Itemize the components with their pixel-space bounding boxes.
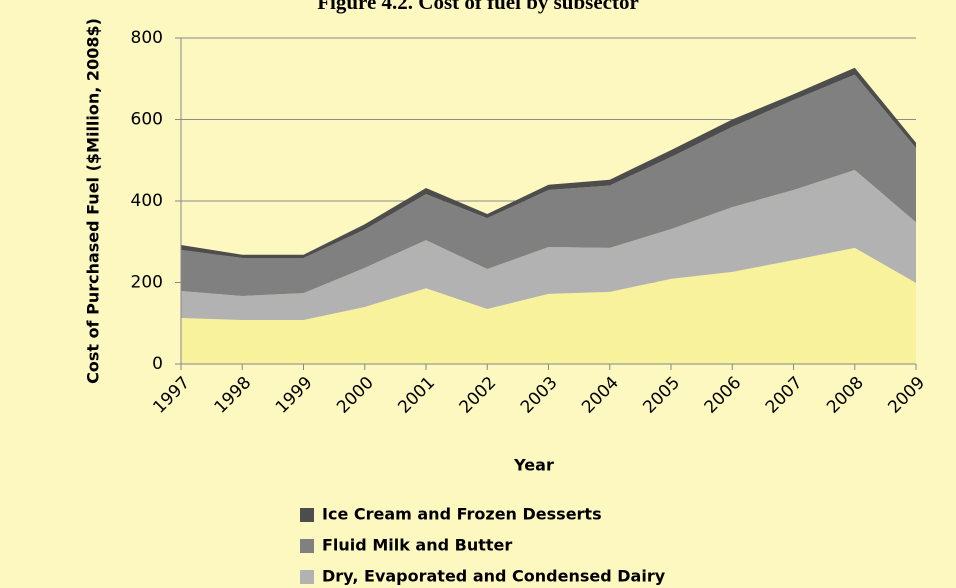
x-tick-label: 2005 <box>639 373 684 418</box>
y-tick-label: 0 <box>152 354 163 374</box>
x-tick-label: 2004 <box>578 373 623 418</box>
chart-title: Figure 4.2. Cost of fuel by subsector <box>317 0 639 14</box>
legend-label: Ice Cream and Frozen Desserts <box>322 505 602 524</box>
x-tick-label: 2009 <box>884 373 929 418</box>
legend-label: Dry, Evaporated and Condensed Dairy <box>322 567 666 586</box>
x-tick-label: 1998 <box>211 373 256 418</box>
y-tick-label: 400 <box>131 191 163 211</box>
area <box>181 74 916 296</box>
legend-label: Fluid Milk and Butter <box>322 536 512 555</box>
y-tick-label: 800 <box>131 28 163 48</box>
x-tick-label: 2003 <box>517 373 562 418</box>
legend-swatch <box>300 508 314 522</box>
area <box>181 170 916 320</box>
x-tick-label: 2008 <box>823 373 868 418</box>
x-tick-label: 1997 <box>149 373 194 418</box>
x-tick-label: 2006 <box>701 373 746 418</box>
x-tick-label: 2000 <box>333 373 378 418</box>
legend-swatch <box>300 570 314 584</box>
y-axis-label: Cost of Purchased Fuel ($Million, 2008$) <box>84 18 103 384</box>
x-tick-label: 2001 <box>394 373 439 418</box>
legend-swatch <box>300 539 314 553</box>
y-tick-label: 200 <box>131 273 163 293</box>
area <box>181 247 916 364</box>
x-tick-label: 1999 <box>272 373 317 418</box>
y-tick-label: 600 <box>131 110 163 130</box>
x-tick-label: 2002 <box>456 373 501 418</box>
x-axis-label: Year <box>513 456 554 475</box>
x-tick-label: 2007 <box>762 373 807 418</box>
